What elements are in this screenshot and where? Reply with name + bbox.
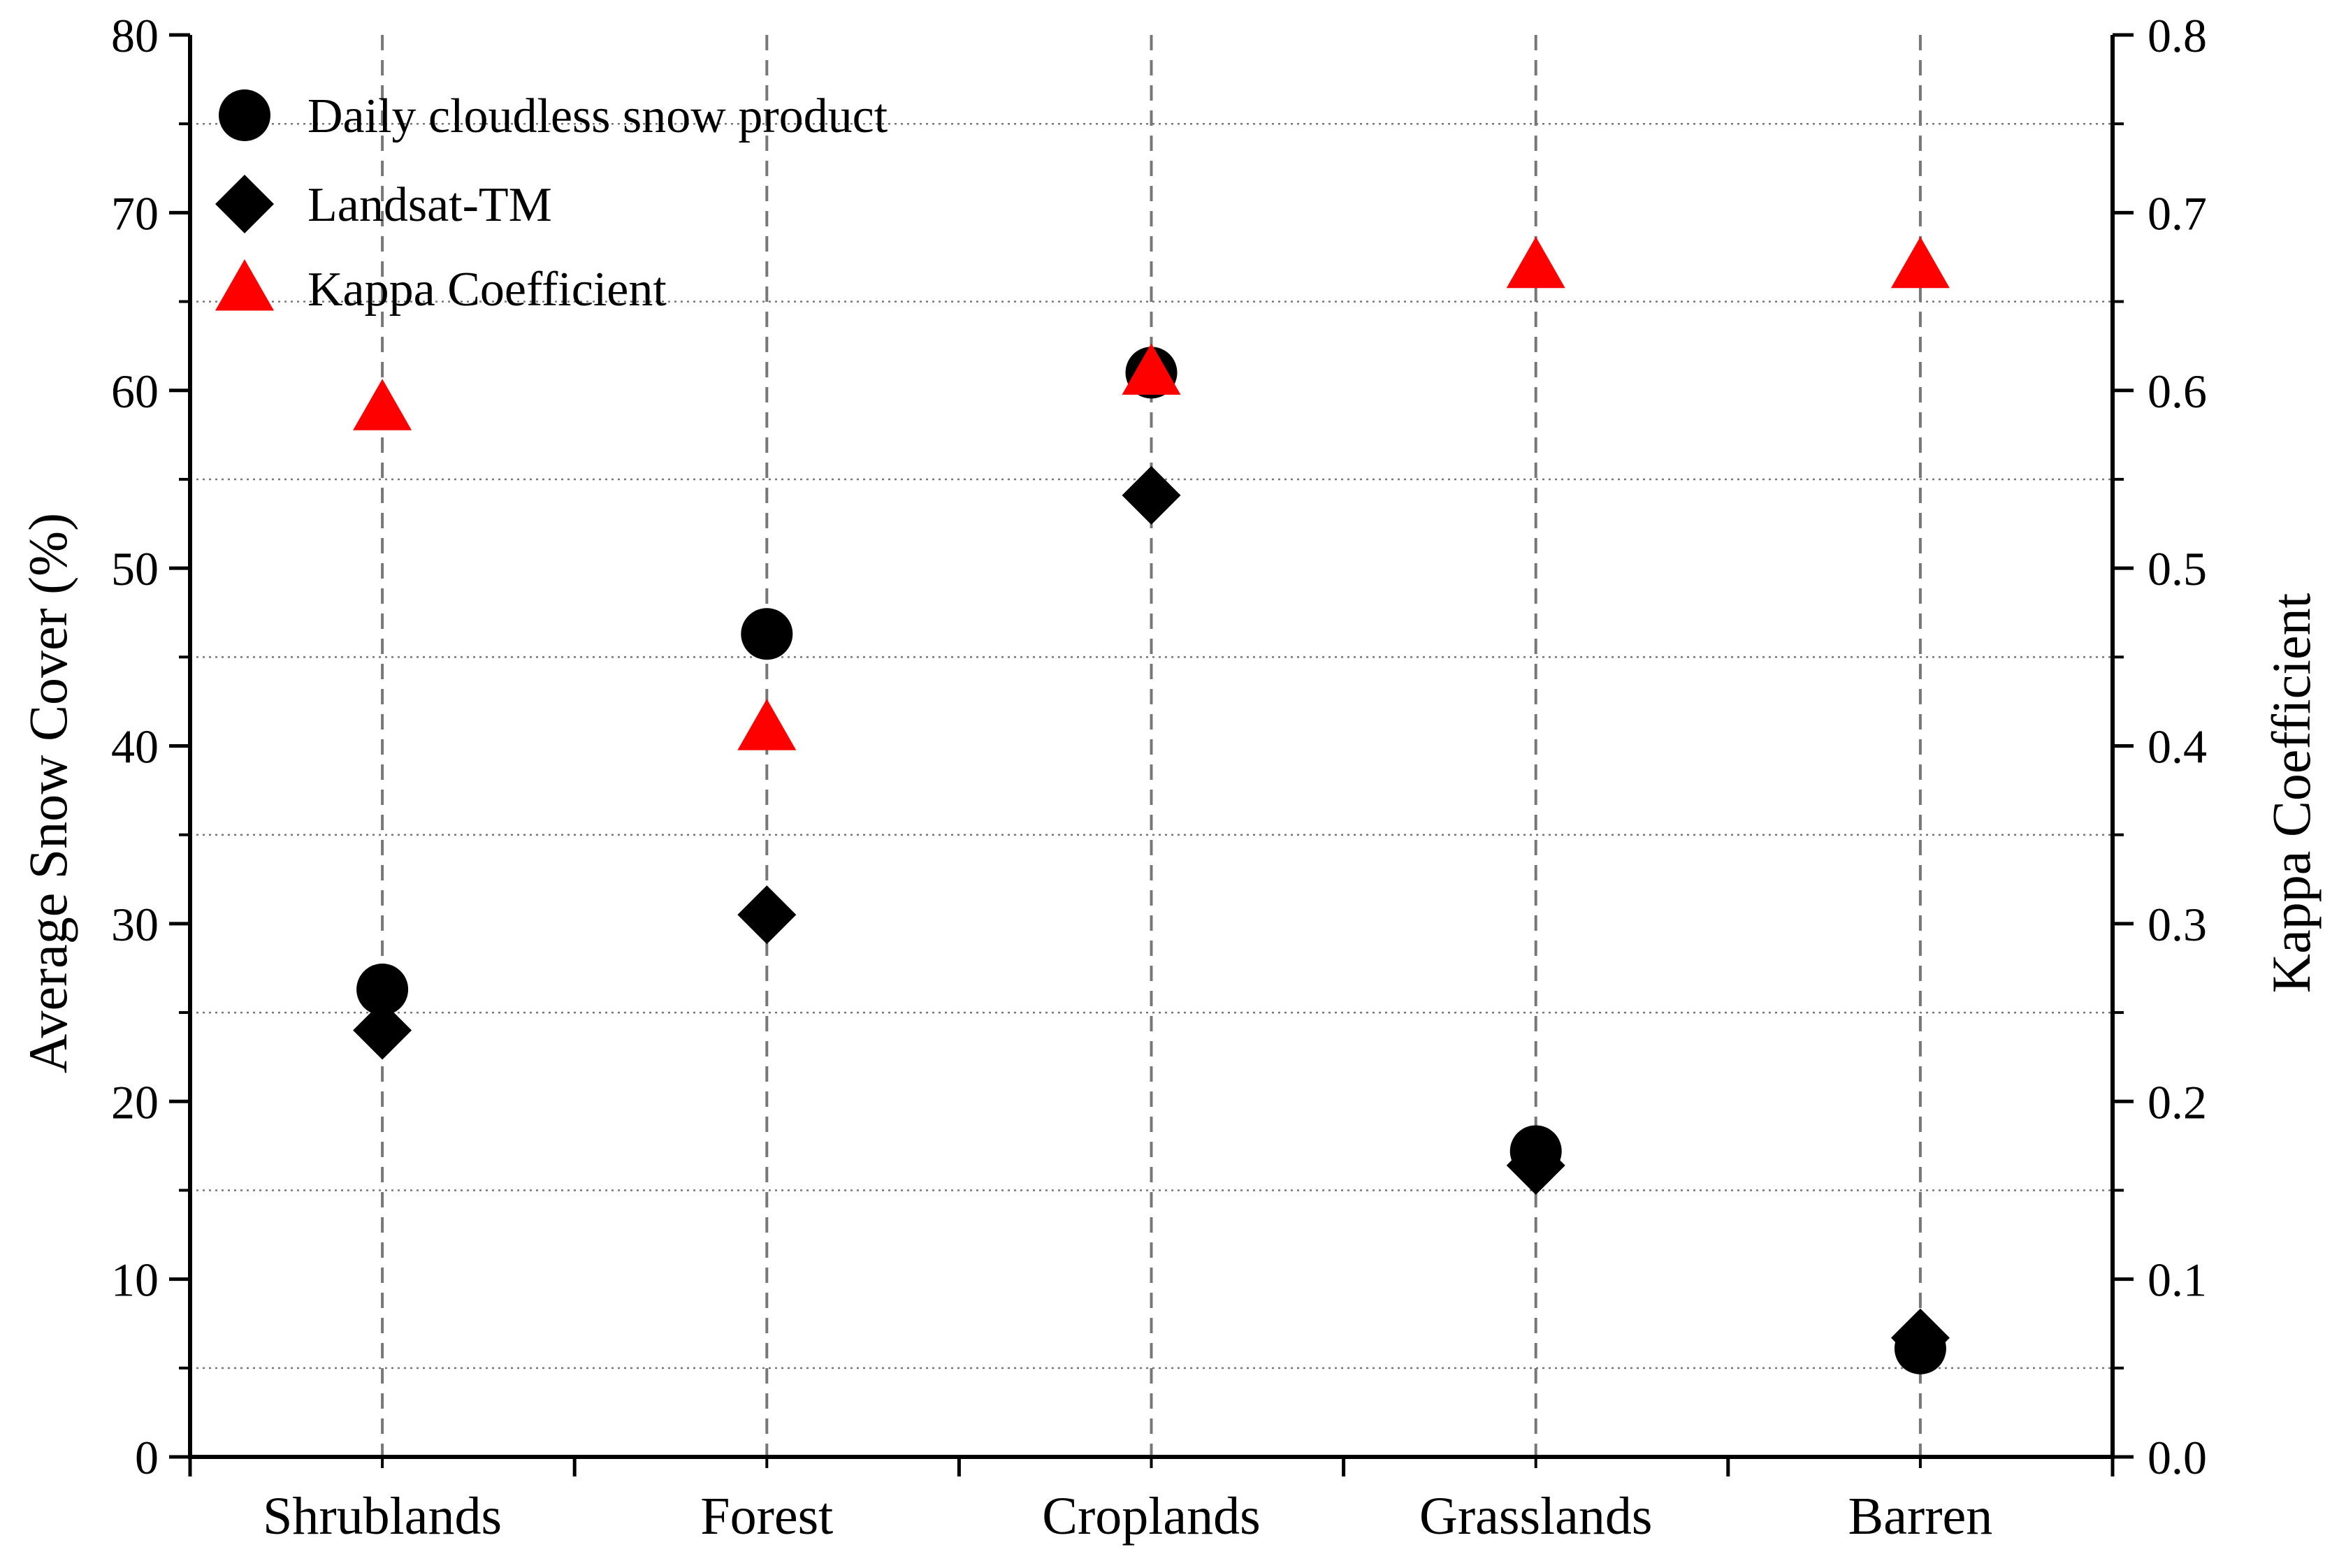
legend-label: Landsat-TM — [307, 178, 552, 232]
legend-label: Daily cloudless snow product — [307, 89, 888, 143]
data-point-triangle — [1122, 343, 1181, 395]
data-point-diamond — [1506, 1135, 1565, 1195]
y2-tick-label: 0.2 — [2148, 1075, 2207, 1128]
data-point-triangle — [1890, 236, 1950, 289]
x-tick-label: Croplands — [1042, 1487, 1260, 1546]
y-tick-label: 40 — [111, 720, 159, 774]
y-tick-label: 20 — [111, 1075, 159, 1128]
data-point-diamond — [1122, 465, 1181, 525]
y2-tick-label: 0.3 — [2148, 898, 2207, 951]
y2-axis-title: Kappa Coefficient — [2261, 593, 2322, 993]
y2-tick-label: 0.8 — [2148, 9, 2207, 62]
data-point-triangle — [353, 379, 412, 430]
data-point-diamond — [1890, 1308, 1950, 1367]
grid-layer — [190, 35, 2113, 1457]
y-tick-label: 10 — [111, 1254, 159, 1307]
y-tick-label: 60 — [111, 365, 159, 418]
x-tick-label: Forest — [700, 1487, 833, 1546]
x-tick-label: Shrublands — [263, 1487, 502, 1546]
data-point-triangle — [1506, 236, 1565, 289]
legend-label: Kappa Coefficient — [307, 263, 667, 317]
y2-tick-label: 0.4 — [2148, 720, 2207, 774]
y-axis-title: Average Snow Cover (%) — [17, 513, 78, 1073]
y2-tick-label: 0.1 — [2148, 1254, 2207, 1307]
y2-tick-label: 0.0 — [2148, 1431, 2207, 1484]
x-tick-label: Grasslands — [1419, 1487, 1653, 1546]
y-tick-label: 70 — [111, 187, 159, 240]
legend-marker-diamond — [215, 175, 274, 233]
y-tick-label: 0 — [135, 1431, 159, 1484]
data-point-triangle — [737, 699, 797, 750]
x-tick-label: Barren — [1848, 1487, 1993, 1546]
y2-tick-label: 0.5 — [2148, 542, 2207, 595]
legend-marker-triangle — [215, 259, 274, 311]
y2-tick-label: 0.7 — [2148, 187, 2207, 240]
legend-marker-circle — [219, 89, 270, 141]
y2-tick-label: 0.6 — [2148, 365, 2207, 418]
data-point-diamond — [737, 885, 797, 945]
y-tick-label: 50 — [111, 542, 159, 595]
axes-layer: 0 10 20 30 40 50 60 70 80 0.0 0.1 0.2 0.3 0.4 0.5 0.6 0.… — [111, 9, 2207, 1546]
y-tick-label: 30 — [111, 898, 159, 951]
data-point-circle — [356, 963, 409, 1015]
data-point-circle — [741, 608, 793, 660]
marks-layer — [353, 236, 1950, 1374]
data-point-diamond — [353, 1001, 412, 1060]
legend: Daily cloudless snow product Landsat-TM Ka… — [215, 89, 888, 317]
y-tick-label: 80 — [111, 9, 159, 62]
